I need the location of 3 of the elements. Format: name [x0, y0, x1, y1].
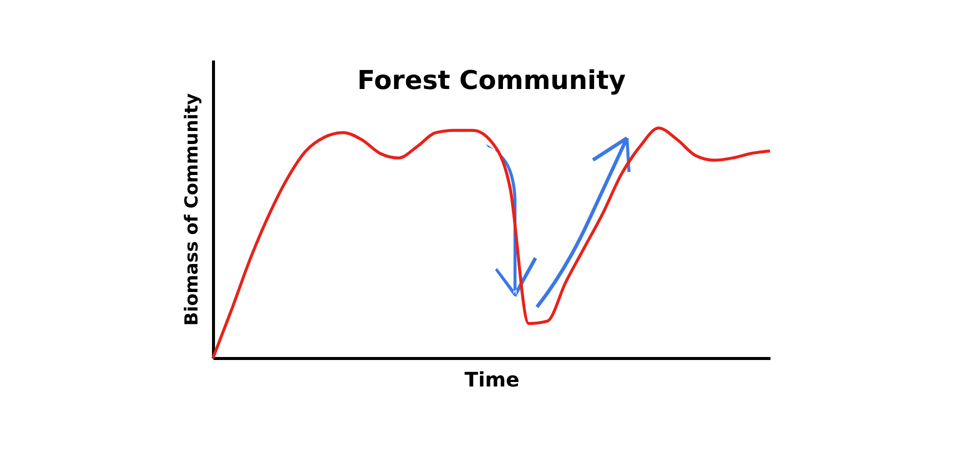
- chart-title: Forest Community: [357, 66, 626, 96]
- y-axis-title: Biomass of Community: [182, 92, 202, 326]
- x-axis-title: Time: [464, 368, 520, 392]
